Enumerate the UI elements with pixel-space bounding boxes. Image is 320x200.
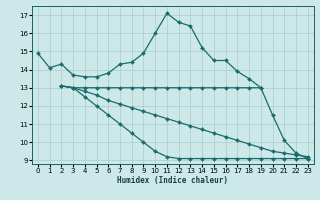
X-axis label: Humidex (Indice chaleur): Humidex (Indice chaleur) — [117, 176, 228, 185]
